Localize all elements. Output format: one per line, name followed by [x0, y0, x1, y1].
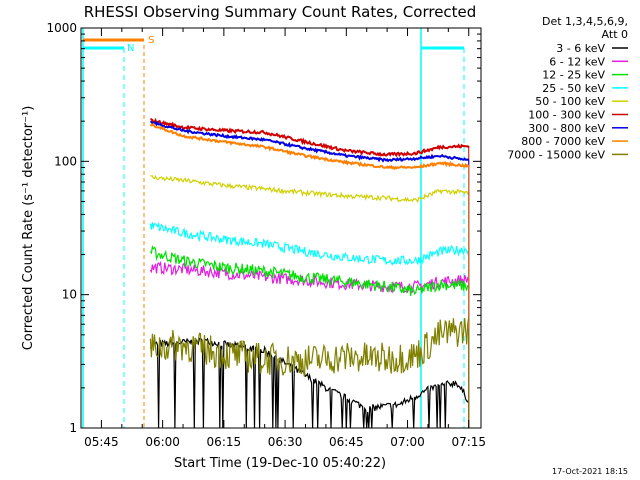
y-axis-label: Corrected Count Rate (s⁻¹ detector⁻¹)	[21, 106, 36, 351]
x-tick-label: 06:15	[207, 435, 242, 449]
series-line-7000-15000-kev	[149, 316, 470, 377]
legend-item-label: 6 - 12 keV	[549, 55, 605, 68]
series-line-12-25-kev	[149, 245, 470, 296]
series-line-25-50-kev	[149, 221, 470, 266]
x-tick-label: 07:15	[451, 435, 486, 449]
series-line-800-7000-kev	[149, 122, 470, 171]
chart-title: RHESSI Observing Summary Count Rates, Co…	[84, 3, 477, 21]
legend-item-label: 800 - 7000 keV	[521, 135, 605, 148]
series-line-300-800-kev	[150, 120, 470, 163]
x-tick-label: 06:00	[145, 435, 180, 449]
series-line-100-300-kev	[150, 117, 470, 158]
night-flag-label: N	[127, 43, 134, 54]
x-tick-label: 07:00	[390, 435, 425, 449]
legend-item-label: 12 - 25 keV	[542, 69, 605, 82]
y-tick-label: 1	[69, 421, 77, 435]
legend-det-line: Det 1,3,4,5,6,9,	[542, 15, 628, 28]
legend-item-label: 300 - 800 keV	[528, 122, 605, 135]
legend-att-line: Att 0	[602, 28, 628, 41]
attenuator-and-flag-lines: S N	[82, 28, 465, 428]
y-tick-label: 100	[54, 154, 77, 168]
y-tick-label: 1000	[46, 21, 77, 35]
x-tick-label: 06:30	[268, 435, 303, 449]
legend-item-label: 50 - 100 keV	[535, 95, 605, 108]
x-tick-label: 05:45	[84, 435, 119, 449]
plot-frame	[80, 27, 482, 429]
legend-item-label: 25 - 50 keV	[542, 82, 605, 95]
y-tick-label: 10	[62, 288, 77, 302]
y-axis: 1 10 100 1000	[46, 21, 481, 435]
x-tick-label: 06:45	[329, 435, 364, 449]
timestamp: 17-Oct-2021 18:15	[552, 467, 628, 476]
series-line-50-100-kev	[150, 174, 470, 204]
x-axis: 05:45 06:00 06:15 06:30 06:45 07:00 07:15	[80, 28, 486, 449]
saa-flag-label: S	[148, 35, 154, 46]
legend-item-label: 7000 - 15000 keV	[507, 148, 605, 161]
x-axis-label: Start Time (19-Dec-10 05:40:22)	[174, 456, 386, 471]
legend-item-label: 100 - 300 keV	[528, 109, 605, 122]
legend-title: Det 1,3,4,5,6,9, Att 0	[542, 15, 628, 41]
legend-item-label: 3 - 6 keV	[556, 42, 605, 55]
